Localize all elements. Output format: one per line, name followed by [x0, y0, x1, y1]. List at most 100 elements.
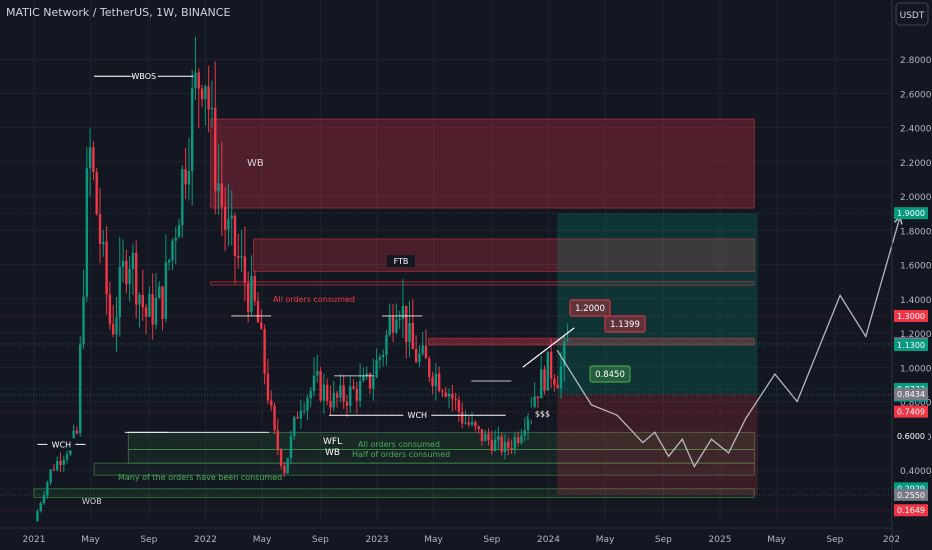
candle-body	[563, 341, 566, 367]
candle-body	[223, 206, 227, 230]
candle-body	[454, 398, 457, 400]
price-badge	[894, 429, 928, 442]
time-tick-label: May	[596, 535, 615, 545]
candle-body	[164, 262, 168, 319]
candle-body	[92, 147, 95, 173]
candle-body	[358, 380, 362, 401]
candle-body	[540, 369, 543, 399]
candle-body	[46, 482, 49, 496]
candle-body	[319, 371, 322, 401]
candle-body	[283, 465, 286, 474]
candle-body	[141, 294, 144, 308]
candle-body	[553, 378, 556, 385]
zone	[428, 337, 755, 346]
candle-body	[467, 422, 470, 425]
time-tick-label: 2022	[194, 535, 217, 545]
time-tick-label: 2021	[23, 535, 46, 545]
candle-body	[197, 72, 200, 89]
time-tick-label: 2025	[709, 535, 732, 545]
price-badge-label: 1.3000	[897, 312, 925, 321]
candle-body	[349, 386, 352, 406]
candle-body	[434, 373, 438, 387]
price-tick-label: 2.0000	[900, 193, 932, 203]
candle-body	[378, 357, 382, 361]
candle-body	[510, 447, 513, 449]
price-badge	[894, 207, 928, 220]
price-badge	[894, 488, 928, 501]
candle-body	[388, 316, 391, 335]
candle-body	[398, 318, 401, 320]
candle-body	[36, 511, 39, 522]
candle-body	[335, 393, 339, 398]
candle-body	[464, 422, 467, 424]
candle-body	[230, 215, 233, 219]
price-badge-label: 0.8434	[897, 390, 925, 399]
annotation-label: WB	[325, 448, 340, 458]
candle-body	[474, 421, 477, 427]
candle-body	[375, 360, 378, 378]
candle-body	[167, 260, 171, 263]
zone	[210, 281, 755, 286]
candle-body	[461, 411, 464, 424]
zone	[253, 238, 755, 272]
candle-body	[174, 237, 177, 241]
price-badge-label: 1.1300	[897, 341, 925, 350]
time-axis[interactable]: 2021 May Sep 2022 May Sep 2023 May Sep 2024 May Sep…	[0, 527, 900, 545]
candle-body	[293, 417, 296, 437]
candle-body	[217, 183, 220, 192]
candle-body	[523, 429, 526, 436]
candle-body	[444, 392, 447, 397]
zone-label: Many of the orders have been consumed	[118, 473, 282, 482]
candle-body	[401, 305, 405, 319]
candle-body	[256, 301, 260, 323]
candle-body	[405, 305, 408, 343]
time-tick-label: Sep	[483, 535, 500, 545]
candle-body	[190, 87, 194, 172]
candle-body	[566, 340, 569, 342]
candle-body	[345, 401, 349, 406]
candle-body	[507, 441, 510, 448]
candle-body	[128, 268, 131, 285]
candle-body	[286, 458, 289, 474]
candle-body	[500, 436, 503, 453]
supply-demand-zones: WB All orders consumed All orders consumed…	[33, 118, 758, 506]
candle-body	[55, 461, 59, 471]
candle-body	[253, 276, 256, 302]
price-callout-box	[569, 299, 611, 317]
candle-body	[421, 345, 424, 354]
currency-button[interactable]: USDT	[895, 2, 929, 26]
time-tick-label: 202	[883, 535, 900, 545]
candle-body	[322, 384, 326, 401]
zone-label: WB	[247, 158, 264, 169]
candle-body	[266, 373, 270, 401]
structure-label-bg	[47, 438, 76, 451]
trend-line	[522, 327, 575, 368]
candle-body	[352, 386, 355, 389]
candle-body	[49, 469, 52, 483]
price-callout-label: 1.1399	[610, 320, 640, 330]
zone-label: WOB	[82, 497, 102, 506]
candle-body	[263, 328, 266, 374]
candle-body	[414, 349, 418, 362]
time-tick-label: May	[767, 535, 786, 545]
price-tick-label: 1.4000	[900, 296, 932, 306]
price-tick-label: 0.8000	[900, 399, 932, 409]
symbol-title: MATIC Network / TetherUS, 1W, BINANCE	[6, 6, 230, 19]
candle-body	[233, 215, 237, 256]
price-badge	[894, 309, 928, 322]
candle-body	[276, 430, 280, 450]
candle-body	[72, 430, 75, 442]
candle-body	[487, 433, 490, 441]
price-axis[interactable]: 0.4000 0.6000 0.8000 1.0000 1.2000 1.4000 1.60…	[891, 0, 932, 550]
candle-body	[227, 218, 230, 230]
candle-body	[447, 393, 451, 397]
candle-body	[309, 390, 312, 399]
candle-body	[365, 373, 368, 376]
candle-body	[131, 252, 135, 269]
time-tick-label: 2024	[537, 535, 560, 545]
position-profit-zone	[557, 213, 758, 395]
candle-body	[121, 260, 125, 267]
price-badge-label: 0.2550	[897, 491, 925, 500]
candle-body	[362, 375, 365, 381]
